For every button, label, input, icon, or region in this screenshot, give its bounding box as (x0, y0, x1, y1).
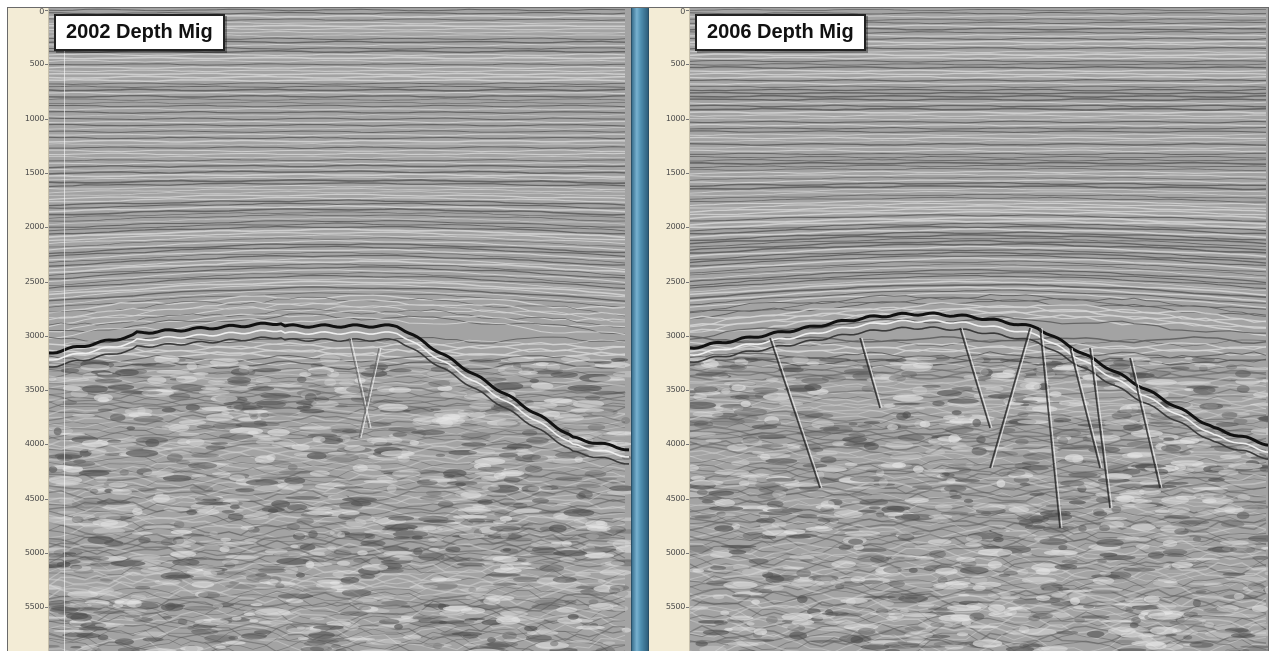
depth-tick-mark (45, 390, 48, 392)
seismic-section-2002 (49, 8, 631, 651)
depth-tick-label: 1500 (665, 167, 685, 177)
depth-tick-mark (45, 335, 48, 337)
depth-tick-label: 2000 (24, 222, 44, 232)
panel-title-2006: 2006 Depth Mig (695, 14, 866, 51)
depth-tick-label: 2500 (665, 276, 685, 286)
depth-tick-mark (45, 118, 48, 120)
depth-tick-mark (686, 118, 689, 120)
comparison-figure: 0 500 1000 1500 2000 2500 3000 3500 4000 4500 5000… (7, 7, 1269, 651)
depth-tick-mark (686, 172, 689, 174)
depth-tick-label: 3500 (24, 385, 44, 395)
depth-tick-label: 1000 (24, 113, 44, 123)
seismic-image-2006 (690, 8, 1268, 651)
depth-tick-label: 3000 (665, 330, 685, 340)
panel-divider (631, 8, 649, 651)
depth-tick-label: 500 (670, 59, 686, 69)
seismic-section-2006 (690, 8, 1268, 651)
depth-tick-mark (686, 10, 689, 11)
depth-tick-mark (686, 281, 689, 283)
depth-tick-label: 1000 (665, 113, 685, 123)
depth-tick-mark (45, 281, 48, 283)
depth-tick-label: 5000 (665, 548, 685, 557)
depth-tick-mark (45, 444, 48, 446)
depth-tick-mark (686, 444, 689, 446)
depth-tick-label: 0 (39, 8, 44, 16)
panel-title-2002: 2002 Depth Mig (54, 14, 225, 51)
depth-tick-mark (45, 10, 48, 11)
depth-tick-label: 2000 (665, 222, 685, 232)
depth-axis-right: 0 500 1000 1500 2000 2500 3000 3500 4000 4500 5000… (649, 8, 690, 651)
depth-tick-mark (45, 607, 48, 609)
depth-tick-label: 5000 (24, 548, 44, 557)
depth-tick-mark (686, 390, 689, 392)
depth-tick-mark (686, 227, 689, 229)
seismic-panel-2002: 0 500 1000 1500 2000 2500 3000 3500 4000 4500 5000… (8, 8, 631, 651)
depth-tick-label: 4500 (24, 493, 44, 503)
depth-tick-mark (686, 335, 689, 337)
depth-tick-label: 1500 (24, 167, 44, 177)
depth-tick-mark (45, 172, 48, 174)
depth-tick-mark (45, 553, 48, 554)
depth-tick-mark (686, 64, 689, 66)
depth-tick-label: 3500 (665, 385, 685, 395)
depth-tick-mark (686, 498, 689, 500)
depth-tick-label: 2500 (24, 276, 44, 286)
depth-axis-left: 0 500 1000 1500 2000 2500 3000 3500 4000 4500 5000… (8, 8, 49, 651)
depth-tick-mark (45, 498, 48, 500)
depth-tick-mark (686, 607, 689, 609)
depth-tick-label: 3000 (24, 330, 44, 340)
depth-tick-mark (45, 227, 48, 229)
trace-marker-line (64, 48, 65, 651)
depth-tick-mark (686, 553, 689, 554)
depth-tick-label: 5500 (24, 602, 44, 612)
depth-tick-label: 0 (680, 8, 685, 16)
seismic-panel-2006: 0 500 1000 1500 2000 2500 3000 3500 4000 4500 5000… (649, 8, 1268, 651)
seismic-image-2002 (49, 8, 631, 651)
depth-tick-label: 4500 (665, 493, 685, 503)
depth-tick-label: 500 (29, 59, 45, 69)
depth-tick-mark (45, 64, 48, 66)
depth-tick-label: 5500 (665, 602, 685, 612)
depth-tick-label: 4000 (665, 439, 685, 449)
depth-tick-label: 4000 (24, 439, 44, 449)
